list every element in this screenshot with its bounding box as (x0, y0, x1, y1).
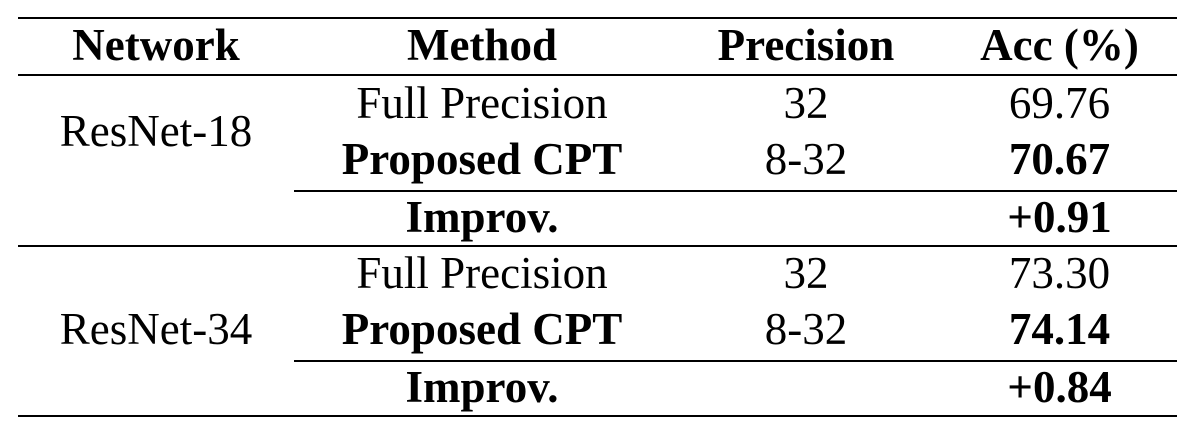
header-acc: Acc (%) (980, 20, 1139, 70)
header-bottom-rule (18, 74, 1177, 76)
group-separator-rule (18, 245, 1177, 247)
header-method: Method (407, 20, 557, 70)
method-cell: Proposed CPT (341, 134, 623, 184)
acc-cell: 70.67 (1008, 134, 1111, 184)
group1-midrule (294, 190, 1177, 192)
improv-label: Improv. (405, 192, 559, 242)
acc-cell: 69.76 (1008, 78, 1111, 128)
table-bottom-rule (18, 415, 1177, 417)
improv-value: +0.91 (1007, 192, 1112, 242)
improv-value: +0.84 (1007, 362, 1112, 412)
header-precision: Precision (717, 20, 895, 70)
precision-cell: 8-32 (764, 134, 848, 184)
method-cell: Proposed CPT (341, 304, 623, 354)
table-top-rule (18, 17, 1177, 19)
header-network: Network (72, 20, 240, 70)
improv-label: Improv. (405, 362, 559, 412)
acc-cell: 73.30 (1008, 248, 1111, 298)
network-label: ResNet-18 (59, 106, 253, 156)
acc-cell: 74.14 (1008, 304, 1111, 354)
network-label: ResNet-34 (59, 304, 253, 354)
group2-midrule (294, 360, 1177, 362)
method-cell: Full Precision (356, 248, 608, 298)
precision-cell: 32 (783, 78, 829, 128)
method-cell: Full Precision (356, 78, 608, 128)
precision-cell: 32 (783, 248, 829, 298)
precision-cell: 8-32 (764, 304, 848, 354)
